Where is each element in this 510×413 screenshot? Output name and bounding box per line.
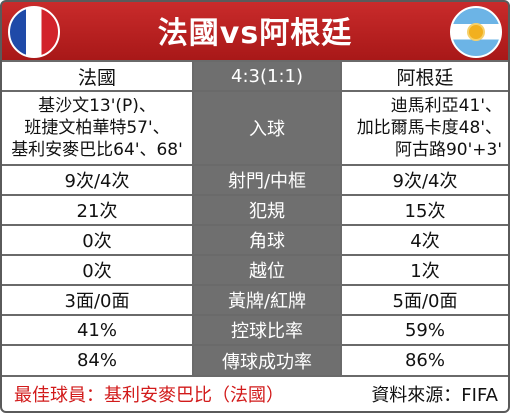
stat-left-value: 3面/0面: [2, 286, 192, 314]
goal-line: 加比爾馬卡度48'、: [356, 118, 502, 138]
data-source-text: 資料來源：FIFA: [371, 385, 498, 406]
stat-label: 黃牌/紅牌: [194, 286, 340, 314]
stat-right-value: 86%: [342, 346, 508, 375]
stat-left-value: 0次: [2, 256, 192, 284]
stat-label: 傳球成功率: [194, 346, 340, 375]
stat-row-shots: 9次/4次 射門/中框 9次/4次: [2, 166, 508, 194]
goals-row: 基沙文13'(P)、 班捷文柏華特57'、 基利安麥巴比64'、68' 入球 迪…: [2, 92, 508, 164]
team-left-name: 法國: [2, 62, 192, 90]
goal-line: 迪馬利亞41'、: [390, 96, 502, 116]
goals-label: 入球: [194, 92, 340, 164]
stat-row-possession: 41% 控球比率 59%: [2, 316, 508, 344]
best-player-text: 最佳球員：基利安麥巴比（法國）: [14, 385, 284, 406]
stat-left-value: 21次: [2, 196, 192, 224]
stat-right-value: 4次: [342, 226, 508, 254]
stat-right-value: 15次: [342, 196, 508, 224]
stat-left-value: 84%: [2, 346, 192, 375]
stat-right-value: 5面/0面: [342, 286, 508, 314]
match-title: 法國vs阿根廷: [157, 16, 353, 51]
stat-right-value: 9次/4次: [342, 166, 508, 194]
france-flag-icon: [8, 6, 60, 58]
stat-row-corners: 0次 角球 4次: [2, 226, 508, 254]
stat-label: 犯規: [194, 196, 340, 224]
stat-row-cards: 3面/0面 黃牌/紅牌 5面/0面: [2, 286, 508, 314]
stat-row-fouls: 21次 犯規 15次: [2, 196, 508, 224]
sun-of-may-icon: [469, 25, 483, 39]
stat-label: 控球比率: [194, 316, 340, 344]
stat-row-offsides: 0次 越位 1次: [2, 256, 508, 284]
goals-left: 基沙文13'(P)、 班捷文柏華特57'、 基利安麥巴比64'、68': [2, 92, 192, 164]
stat-left-value: 41%: [2, 316, 192, 344]
team-right-name: 阿根廷: [342, 62, 508, 90]
final-score: 4:3(1:1): [194, 62, 340, 90]
stat-row-passing: 84% 傳球成功率 86%: [2, 346, 508, 375]
stat-left-value: 9次/4次: [2, 166, 192, 194]
goal-line: 基沙文13'(P)、: [38, 96, 156, 116]
stat-label: 越位: [194, 256, 340, 284]
stat-label: 射門/中框: [194, 166, 340, 194]
stat-right-value: 1次: [342, 256, 508, 284]
goal-line: 阿古路90'+3': [394, 140, 502, 160]
goal-line: 班捷文柏華特57'、: [24, 118, 170, 138]
argentina-flag-icon: [450, 6, 502, 58]
header-bar: 法國vs阿根廷: [2, 2, 508, 60]
footer-bar: 最佳球員：基利安麥巴比（法國） 資料來源：FIFA: [2, 377, 508, 411]
stat-left-value: 0次: [2, 226, 192, 254]
stat-label: 角球: [194, 226, 340, 254]
team-header-row: 法國 4:3(1:1) 阿根廷: [2, 62, 508, 90]
goals-right: 迪馬利亞41'、 加比爾馬卡度48'、 阿古路90'+3': [342, 92, 508, 164]
goal-line: 基利安麥巴比64'、68': [11, 140, 183, 160]
stat-right-value: 59%: [342, 316, 508, 344]
